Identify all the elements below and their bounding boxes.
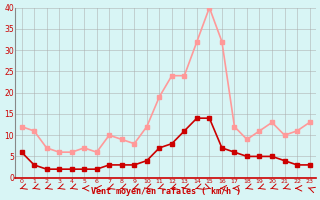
X-axis label: Vent moyen/en rafales ( km/h ): Vent moyen/en rafales ( km/h )	[91, 187, 241, 196]
